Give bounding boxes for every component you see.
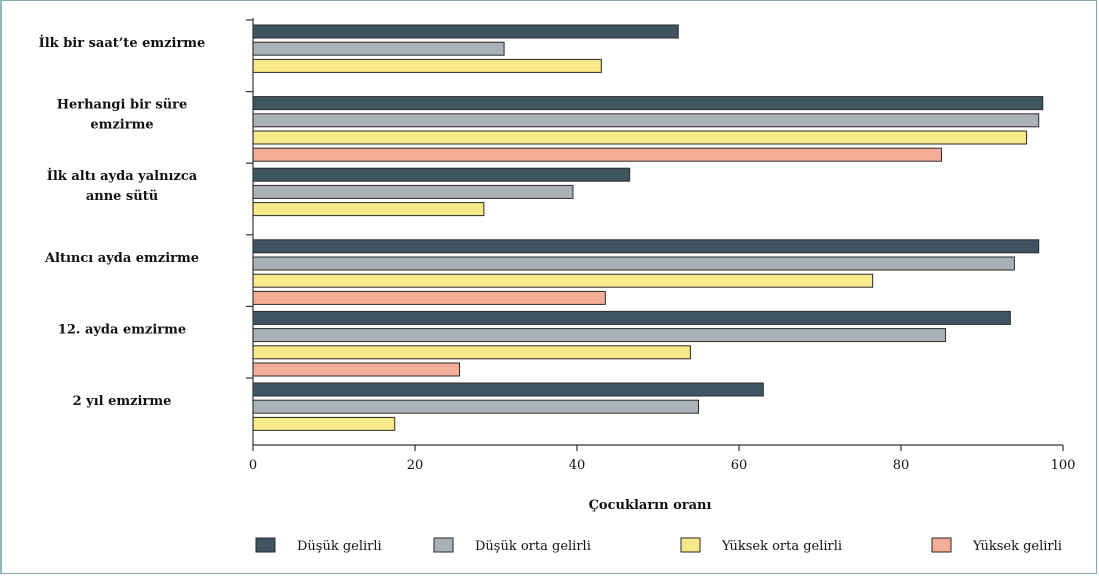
bar-5-2	[252, 328, 947, 343]
x-tick-label: 0	[249, 458, 257, 473]
x-axis: 0 20 40 60 80 100	[249, 444, 1076, 473]
category-label: İlk bir saat’te emzirme	[39, 35, 206, 51]
category-label: 12. ayda emzirme	[58, 322, 186, 337]
bar-6-1	[252, 382, 764, 397]
legend: Düşük gelirli Düşük orta gelirli Yüksek or…	[255, 537, 1062, 554]
x-tick-label: 60	[731, 458, 748, 473]
legend-label: Yüksek orta gelirli	[721, 539, 842, 554]
legend-swatch	[680, 537, 701, 553]
bar-5-3	[252, 345, 691, 360]
legend-label: Yüksek gelirli	[972, 539, 1062, 554]
category-label: 2 yıl emzirme	[73, 394, 172, 409]
bar-1-1	[252, 24, 679, 39]
bar-2-4	[252, 147, 942, 162]
bar-3-2	[252, 184, 574, 199]
bar-1-2	[252, 41, 505, 56]
legend-swatch	[255, 537, 276, 553]
bar-6-3	[252, 416, 396, 431]
bar-1-3	[252, 58, 602, 73]
bar-4-1	[252, 239, 1040, 254]
category-labels: İlk bir saat’te emzirme Herhangi bir süre…	[39, 35, 206, 409]
x-tick-label: 40	[569, 458, 586, 473]
bar-4-2	[252, 256, 1015, 271]
x-tick-label: 80	[893, 458, 910, 473]
bar-3-3	[252, 202, 485, 217]
x-axis-title: Çocukların oranı	[589, 498, 712, 513]
legend-swatch	[433, 537, 454, 553]
bar-4-3	[252, 273, 874, 288]
y-axis	[246, 18, 254, 445]
legend-label: Düşük gelirli	[297, 539, 382, 554]
bar-4-4	[252, 290, 606, 305]
x-tick-label: 100	[1051, 458, 1076, 473]
category-label: Herhangi bir süre emzirme	[57, 98, 188, 133]
bar-6-2	[252, 399, 699, 414]
category-label: İlk altı ayda yalnızca anne sütü	[47, 168, 198, 204]
bar-2-3	[252, 130, 1028, 145]
bar-3-1	[252, 167, 631, 182]
x-tick-label: 20	[407, 458, 424, 473]
bar-2-1	[252, 96, 1044, 111]
bars-layer	[252, 24, 1044, 431]
bar-2-2	[252, 113, 1040, 128]
legend-swatch	[931, 537, 952, 553]
category-label: Altıncı ayda emzirme	[44, 251, 199, 266]
bar-5-1	[252, 310, 1011, 325]
bar-5-4	[252, 362, 461, 377]
legend-label: Düşük orta gelirli	[475, 539, 591, 554]
